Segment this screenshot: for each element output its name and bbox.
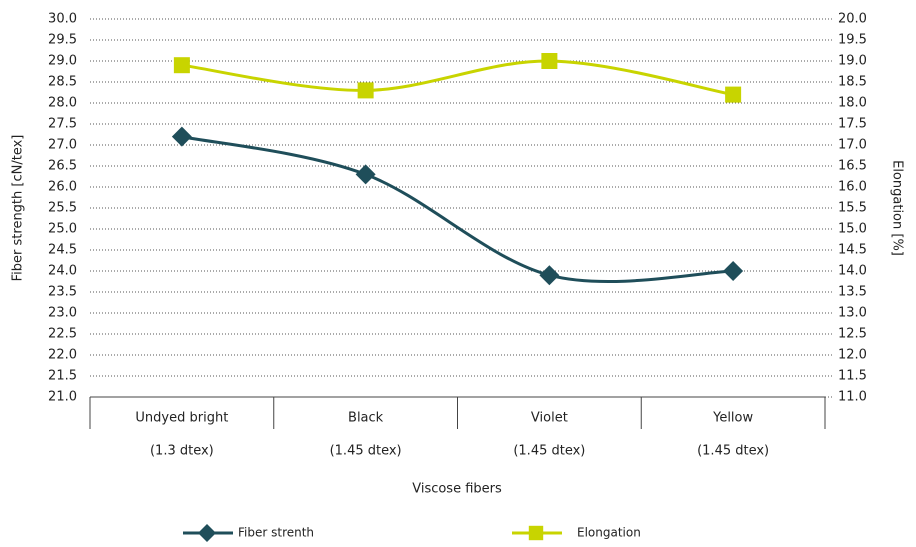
y2-tick-label: 19.5 xyxy=(838,33,867,48)
y2-tick-label: 19.0 xyxy=(838,54,867,69)
x-tick-label: Black xyxy=(348,411,384,426)
y2-tick-label: 12.5 xyxy=(838,327,867,342)
y2-tick-label: 11.0 xyxy=(838,390,867,405)
y-tick-label: 22.5 xyxy=(48,327,77,342)
y-tick-label: 29.0 xyxy=(48,54,77,69)
y2-tick-label: 14.5 xyxy=(838,243,867,258)
y2-tick-label: 16.5 xyxy=(838,159,867,174)
y2-tick-label: 17.5 xyxy=(838,117,867,132)
data-point xyxy=(173,57,190,74)
y-tick-label: 21.5 xyxy=(48,369,77,384)
x-tick-label: (1.45 dtex) xyxy=(330,444,402,459)
x-tick-label: Violet xyxy=(531,411,568,426)
y2-tick-label: 16.0 xyxy=(838,180,867,195)
x-tick-label: Undyed bright xyxy=(135,411,228,426)
series-line xyxy=(181,59,734,97)
y-tick-label: 29.5 xyxy=(48,33,77,48)
data-point xyxy=(725,86,742,103)
data-point xyxy=(541,53,558,69)
y-tick-label: 23.5 xyxy=(48,285,77,300)
y2-tick-label: 13.0 xyxy=(838,306,867,321)
y-tick-label: 27.5 xyxy=(48,117,77,132)
y-tick-label: 23.0 xyxy=(48,306,77,321)
legend-marker xyxy=(198,524,216,542)
data-point xyxy=(171,126,192,147)
y-tick-label: 22.0 xyxy=(48,348,77,363)
data-point xyxy=(355,164,376,185)
y2-tick-label: 15.0 xyxy=(838,222,867,237)
legend-label: Fiber strenth xyxy=(238,526,314,540)
y2-tick-label: 14.0 xyxy=(838,264,867,279)
y2-axis-label: Elongation [%] xyxy=(890,160,905,256)
y-tick-label: 21.0 xyxy=(48,390,77,405)
x-tick-label: (1.45 dtex) xyxy=(513,444,585,459)
y2-tick-label: 15.5 xyxy=(838,201,867,216)
x-tick-label: Yellow xyxy=(712,411,753,426)
x-axis-label: Viscose fibers xyxy=(412,482,502,497)
x-tick-label: (1.45 dtex) xyxy=(697,444,769,459)
y-tick-label: 28.5 xyxy=(48,75,77,90)
y-tick-label: 26.5 xyxy=(48,159,77,174)
y2-tick-label: 17.0 xyxy=(838,138,867,153)
y-tick-label: 24.0 xyxy=(48,264,77,279)
data-point xyxy=(357,82,374,99)
y2-tick-label: 11.5 xyxy=(838,369,867,384)
y2-tick-label: 18.0 xyxy=(838,96,867,111)
y-tick-label: 27.0 xyxy=(48,138,77,153)
y2-tick-label: 20.0 xyxy=(838,12,867,27)
y-tick-label: 28.0 xyxy=(48,96,77,111)
legend-label: Elongation xyxy=(577,526,641,540)
y-tick-label: 25.0 xyxy=(48,222,77,237)
y-tick-label: 26.0 xyxy=(48,180,77,195)
x-tick-label: (1.3 dtex) xyxy=(150,444,214,459)
y-tick-label: 25.5 xyxy=(48,201,77,216)
data-point xyxy=(539,265,560,286)
y-tick-label: 24.5 xyxy=(48,243,77,258)
data-point xyxy=(723,261,744,281)
y-axis-label: Fiber strength [cN/tex] xyxy=(11,135,26,282)
series-line xyxy=(181,135,734,284)
y2-tick-label: 18.5 xyxy=(838,75,867,90)
y2-tick-label: 12.0 xyxy=(838,348,867,363)
y2-tick-label: 13.5 xyxy=(838,285,867,300)
legend-marker xyxy=(528,525,544,541)
y-tick-label: 30.0 xyxy=(48,12,77,27)
